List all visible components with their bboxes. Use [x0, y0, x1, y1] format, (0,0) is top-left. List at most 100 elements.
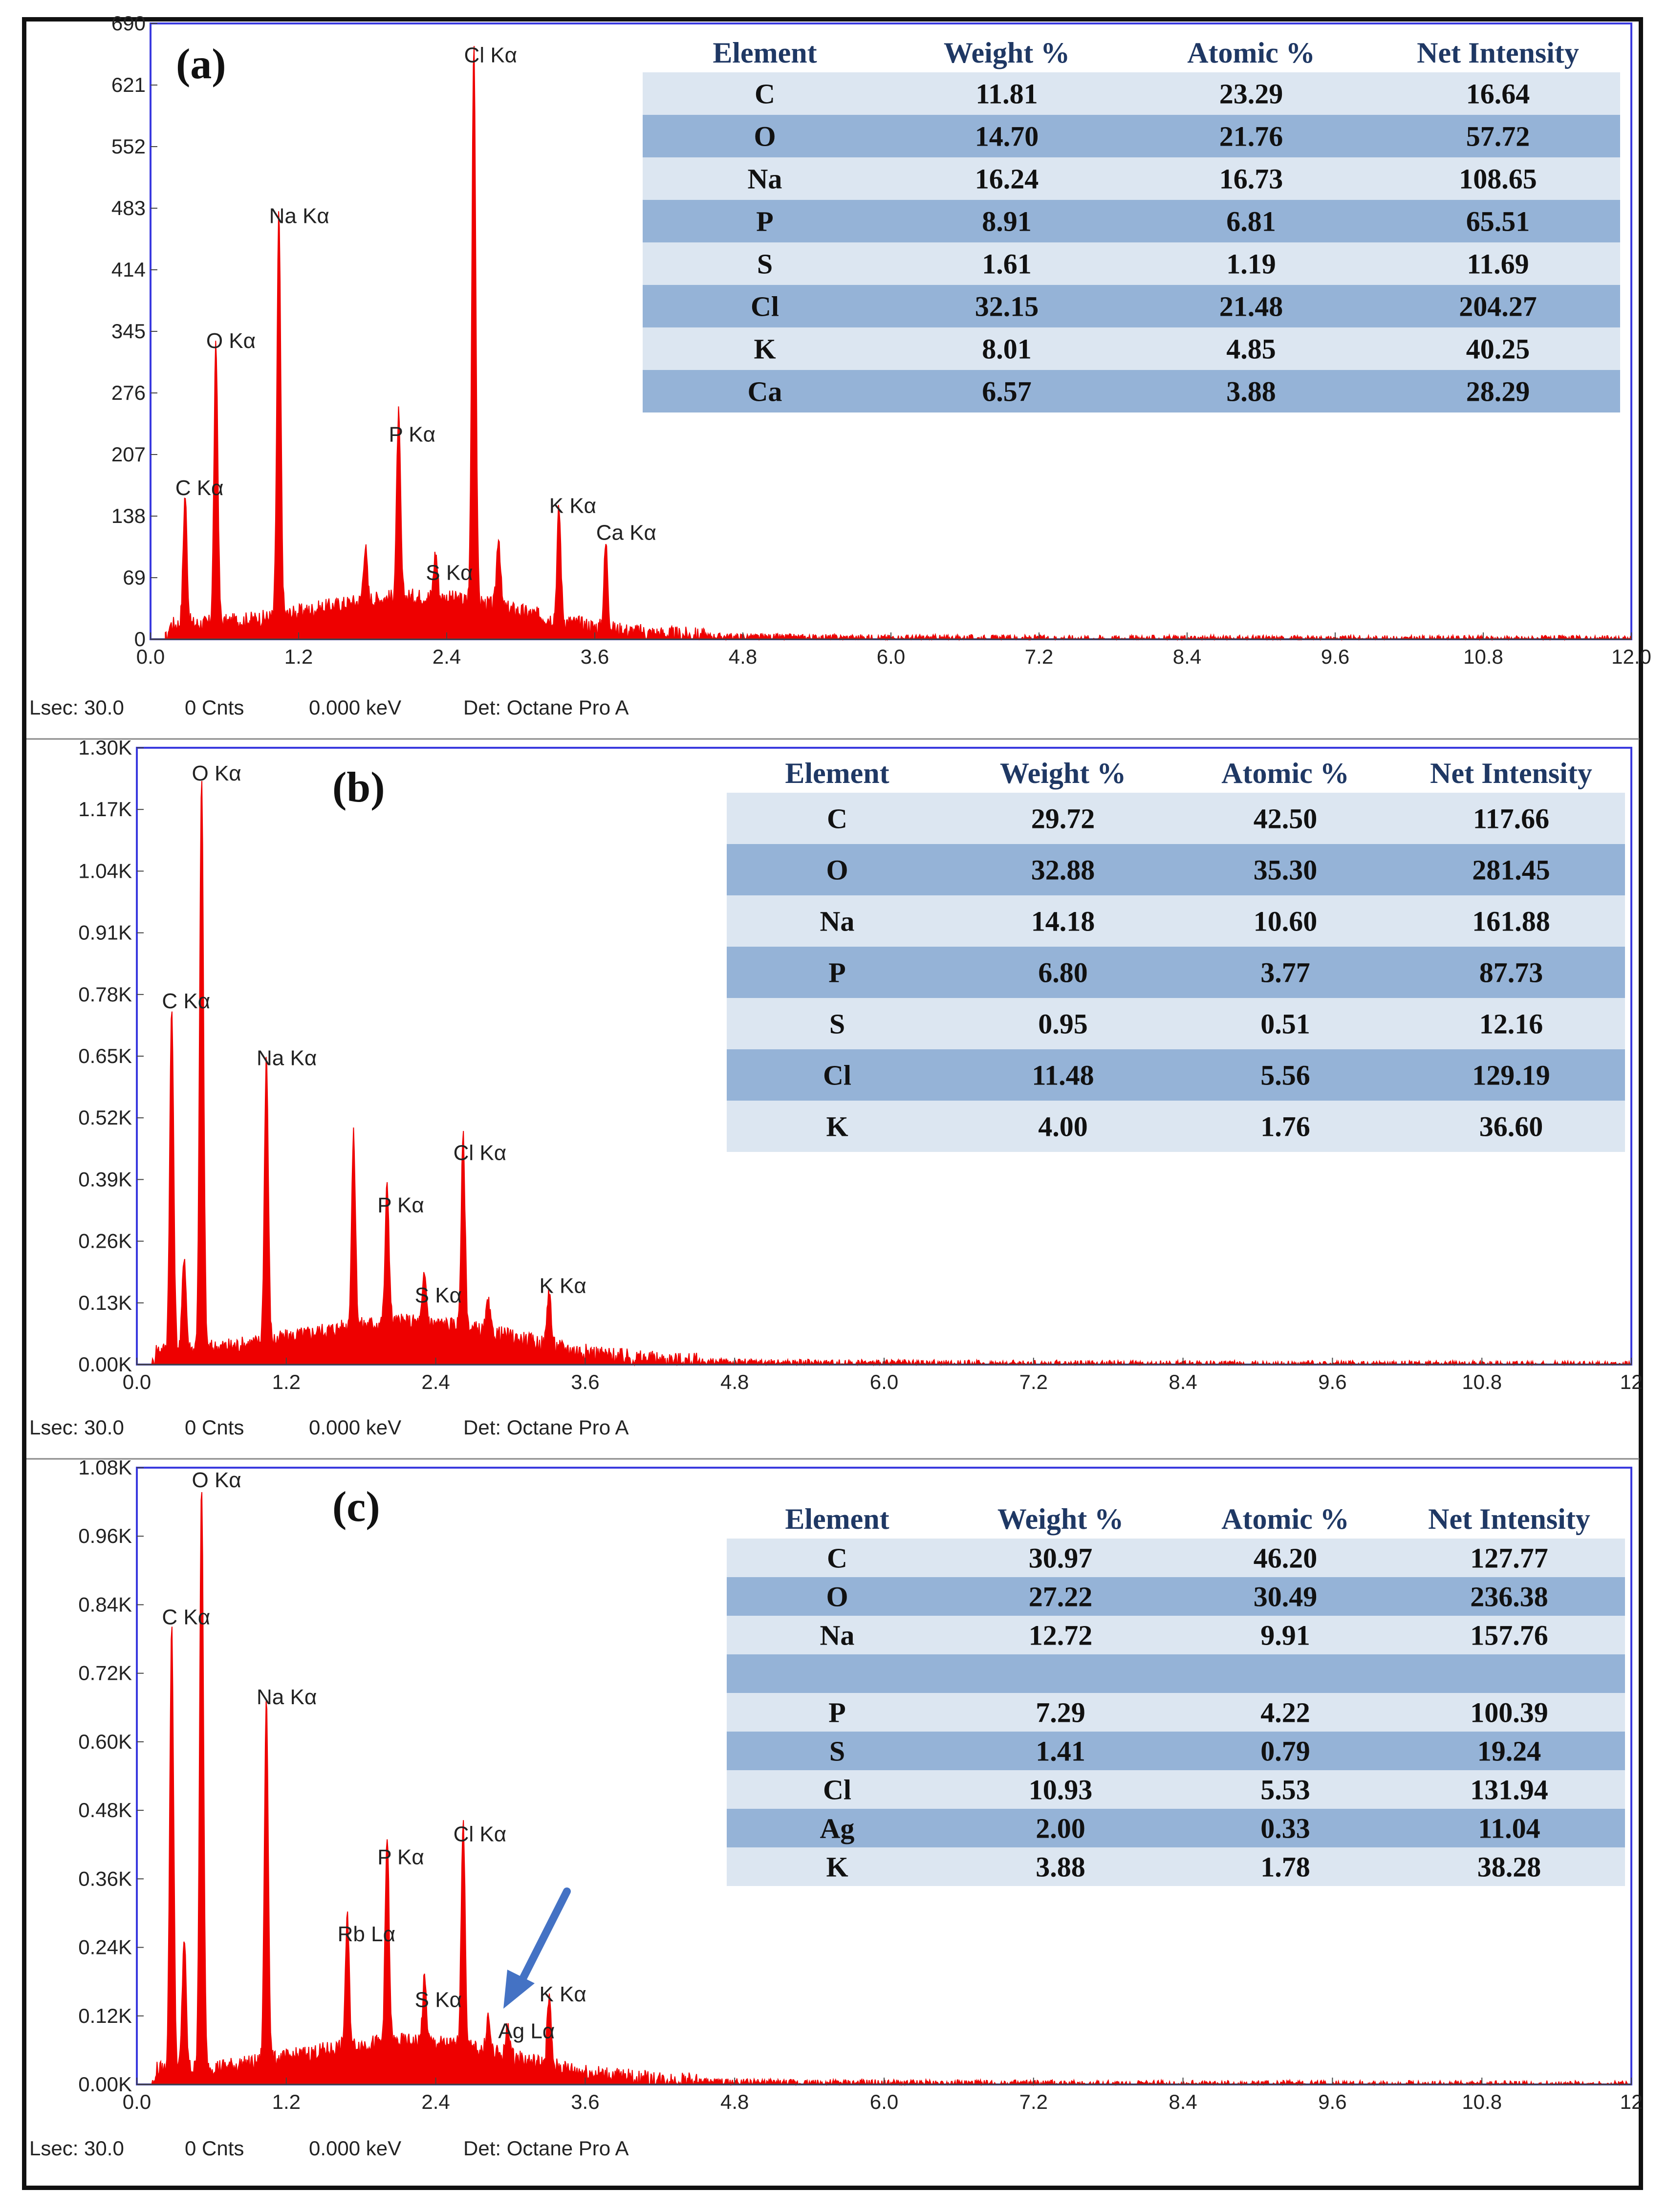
table-cell: 87.73: [1479, 957, 1543, 989]
table-cell: 9.91: [1260, 1620, 1310, 1651]
x-tick-label: 2.4: [433, 645, 461, 668]
table-cell: 6.81: [1226, 206, 1276, 238]
x-tick-label: 8.4: [1173, 645, 1201, 668]
y-tick-label: 69: [123, 566, 146, 589]
x-tick-label: 7.2: [1025, 645, 1053, 668]
table-cell: 14.18: [1031, 906, 1095, 937]
table-row: [643, 157, 1620, 200]
table-row: [643, 370, 1620, 412]
status-cnts: 0 Cnts: [185, 1416, 244, 1439]
table-cell: 16.64: [1466, 78, 1530, 110]
y-tick-label: 690: [111, 12, 146, 35]
table-cell: 46.20: [1254, 1542, 1318, 1574]
y-tick-label: 1.08K: [78, 1456, 132, 1479]
x-tick-label: 2.4: [421, 1370, 450, 1393]
composition-table: Element Weight % Atomic % Net Intensity C 30.…: [727, 1503, 1625, 1886]
y-tick-label: 138: [111, 504, 146, 527]
y-tick-label: 0.48K: [78, 1799, 132, 1822]
x-tick-label: 9.6: [1321, 645, 1349, 668]
x-tick-label: 6.0: [870, 2090, 898, 2113]
table-cell: 127.77: [1470, 1542, 1548, 1574]
status-cnts: 0 Cnts: [185, 696, 244, 719]
table-cell: 32.15: [975, 291, 1039, 323]
table-cell: C: [827, 803, 847, 835]
peak-label: C Kα: [175, 476, 224, 500]
peak-label: O Kα: [192, 761, 241, 785]
table-cell: 6.57: [982, 376, 1032, 408]
y-tick-label: 0.91K: [78, 921, 132, 944]
y-tick-label: 1.17K: [78, 798, 132, 821]
table-cell: K: [826, 1851, 848, 1883]
status-cnts: 0 Cnts: [185, 2137, 244, 2160]
table-row: [727, 1539, 1625, 1577]
table-cell: Cl: [823, 1060, 851, 1091]
peak-label: K Kα: [549, 494, 596, 518]
table-header: Weight %: [1000, 757, 1126, 789]
y-tick-label: 0.36K: [78, 1867, 132, 1890]
panel-label: (b): [332, 764, 385, 811]
status-kev: 0.000 keV: [309, 1416, 401, 1439]
peak-label: K Kα: [539, 1982, 586, 2006]
table-cell: P: [828, 957, 845, 989]
table-cell: 236.38: [1470, 1581, 1548, 1613]
peak-label: Ag Lα: [498, 2019, 555, 2043]
table-cell: 1.76: [1260, 1111, 1310, 1143]
table-cell: 42.50: [1254, 803, 1318, 835]
x-tick-label: 0.0: [123, 2090, 151, 2113]
peak-label: C Kα: [162, 1605, 210, 1629]
x-tick-label: 0.0: [123, 1370, 151, 1393]
table-row: [727, 844, 1625, 895]
table-row: [727, 998, 1625, 1049]
table-cell: O: [826, 854, 848, 886]
table-cell: 5.53: [1260, 1774, 1310, 1806]
table-cell: O: [826, 1581, 848, 1613]
table-cell: 21.76: [1219, 121, 1283, 152]
table-cell: Cl: [823, 1774, 851, 1806]
status-lsec: Lsec: 30.0: [29, 1416, 124, 1439]
peak-label: P Kα: [389, 423, 436, 447]
table-row: [643, 115, 1620, 157]
peak-label: P Kα: [377, 1193, 424, 1217]
table-cell: 12.16: [1479, 1008, 1543, 1040]
peak-label: O Kα: [206, 329, 256, 353]
table-row: [727, 793, 1625, 844]
table-header: Net Intensity: [1428, 1503, 1590, 1535]
table-cell: 29.72: [1031, 803, 1095, 835]
table-cell: S: [829, 1735, 845, 1767]
x-tick-label: 3.6: [571, 1370, 599, 1393]
table-cell: 11.48: [1032, 1060, 1094, 1091]
table-cell: K: [826, 1111, 848, 1143]
table-cell: C: [755, 78, 775, 110]
x-tick-label: 4.8: [720, 2090, 749, 2113]
table-row: [643, 242, 1620, 285]
table-row: [727, 1616, 1625, 1654]
table-cell: 4.22: [1260, 1697, 1310, 1729]
table-cell: 8.91: [982, 206, 1032, 238]
table-header: Weight %: [997, 1503, 1124, 1535]
table-cell: 1.78: [1260, 1851, 1310, 1883]
table-row: [727, 947, 1625, 998]
table-cell: 16.73: [1219, 163, 1283, 195]
table-cell: 3.88: [1036, 1851, 1085, 1883]
table-row: [727, 1577, 1625, 1616]
table-cell: P: [828, 1697, 845, 1729]
peak-label: S Kα: [415, 1988, 462, 2012]
table-cell: O: [754, 121, 776, 152]
table-cell: 10.93: [1029, 1774, 1093, 1806]
x-tick-label: 0.0: [136, 645, 165, 668]
table-cell: 21.48: [1219, 291, 1283, 323]
table-cell: 0.51: [1260, 1008, 1310, 1040]
table-cell: 35.30: [1254, 854, 1318, 886]
y-tick-label: 0.00K: [78, 2073, 132, 2096]
table-cell: 30.49: [1254, 1581, 1318, 1613]
eds-panel-3: C Kα O Kα Na Kα Rb Lα P Kα S Kα Cl Kα Ag Lα K Kα…: [26, 1456, 1643, 2160]
table-header: Element: [785, 1503, 889, 1535]
table-cell: 11.69: [1467, 248, 1529, 280]
table-row: [727, 1049, 1625, 1101]
table-cell: 2.00: [1036, 1813, 1085, 1844]
table-cell: 157.76: [1470, 1620, 1548, 1651]
peak-label: K Kα: [539, 1274, 586, 1298]
y-tick-label: 0.84K: [78, 1593, 132, 1616]
table-cell: 108.65: [1459, 163, 1537, 195]
table-cell: 40.25: [1466, 333, 1530, 365]
